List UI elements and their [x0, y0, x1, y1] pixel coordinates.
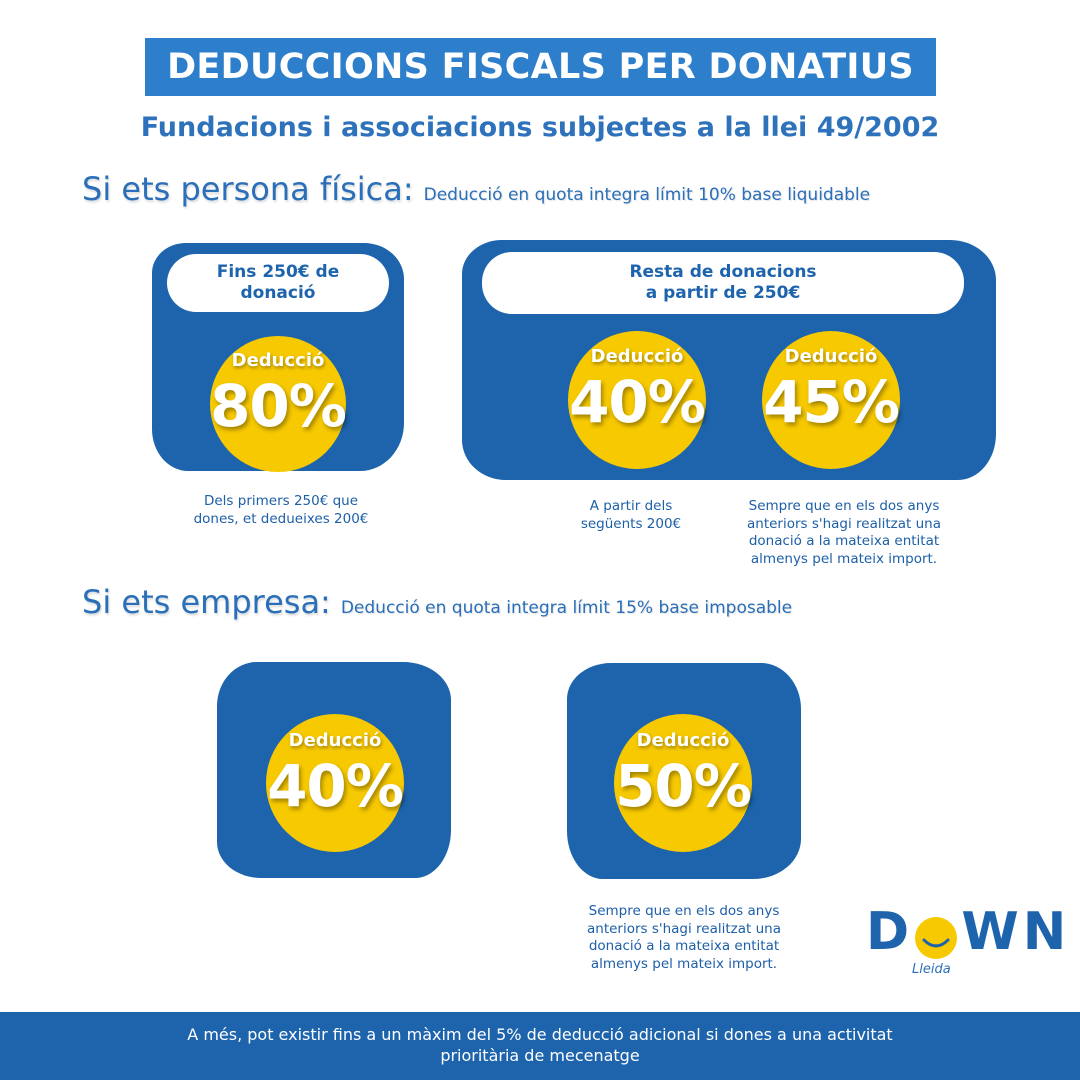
logo-letter: D: [866, 902, 914, 962]
down-lleida-logo: DOWN Lleida: [866, 902, 1066, 982]
persona-box-rest-note-b: Sempre que en els dos anys anteriors s'h…: [726, 498, 962, 568]
empresa-heading: Si ets empresa: Deducció en quota integr…: [82, 583, 792, 621]
note-line: A partir dels: [589, 498, 673, 514]
deduction-label: Deducció: [784, 346, 878, 367]
deduction-label: Deducció: [231, 350, 325, 371]
persona-heading: Si ets persona física: Deducció en quota…: [82, 170, 870, 208]
footer-banner: A més, pot existir fins a un màxim del 5…: [0, 1012, 1080, 1080]
logo-letter: N: [1022, 902, 1071, 962]
deduction-percent-50: 50%: [615, 752, 752, 820]
logo-letter: W: [961, 902, 1023, 962]
note-line: almenys pel mateix import.: [750, 550, 938, 567]
deduction-circle: [762, 331, 900, 469]
deduction-percent-40: 40%: [267, 752, 404, 820]
persona-heading-detail: Deducció en quota integra límit 10% base…: [423, 185, 871, 205]
note-line: Dels primers 250€ que: [203, 493, 359, 509]
pill-line: donació: [240, 283, 316, 303]
empresa-box-50-note: Sempre que en els dos anys anteriors s'h…: [566, 903, 802, 973]
deduction-circle: [614, 714, 752, 852]
deduction-circle: [210, 336, 346, 472]
deduction-circle: [266, 714, 404, 852]
pill-line: Fins 250€ de: [216, 261, 340, 282]
empresa-heading-title: Si ets empresa:: [82, 583, 331, 621]
note-line: següents 200€: [580, 515, 682, 532]
deduction-circle: [568, 331, 706, 469]
persona-heading-title: Si ets persona física:: [82, 170, 414, 208]
deduction-label: Deducció: [288, 730, 382, 751]
page-subtitle: Fundacions i associacions subjectes a la…: [140, 112, 940, 143]
logo-subtitle: Lleida: [912, 962, 951, 977]
note-line: almenys pel mateix import.: [590, 955, 778, 972]
deduction-percent-45: 45%: [763, 368, 900, 436]
empresa-heading-detail: Deducció en quota integra límit 15% base…: [340, 598, 793, 618]
pill-line: Resta de donacions: [629, 261, 817, 282]
note-line: donació a la mateixa entitat: [748, 533, 940, 550]
pill-line: a partir de 250€: [645, 283, 801, 303]
note-line: Sempre que en els dos anys: [748, 498, 940, 514]
footer-text: A més, pot existir fins a un màxim del 5…: [187, 1025, 893, 1065]
note-line: anteriors s'hagi realitzat una: [746, 515, 941, 532]
persona-box-250-note: Dels primers 250€ que dones, et dedueixe…: [176, 493, 386, 528]
persona-box-rest-header: Resta de donacions a partir de 250€: [482, 252, 964, 314]
page-title: DEDUCCIONS FISCALS PER DONATIUS: [167, 47, 914, 87]
note-line: Sempre que en els dos anys: [588, 903, 780, 919]
deduction-percent-80: 80%: [210, 372, 347, 440]
note-line: donació a la mateixa entitat: [588, 938, 780, 955]
persona-box-rest-note-a: A partir dels següents 200€: [556, 498, 706, 533]
note-line: dones, et dedueixes 200€: [193, 510, 369, 527]
deduction-percent-40: 40%: [569, 368, 706, 436]
persona-box-250-header: Fins 250€ de donació: [167, 254, 389, 312]
deduction-label: Deducció: [636, 730, 730, 751]
deduction-label: Deducció: [590, 346, 684, 367]
title-banner: DEDUCCIONS FISCALS PER DONATIUS: [145, 38, 936, 96]
logo-word: DOWN: [866, 902, 1070, 962]
smiley-icon: [915, 917, 957, 959]
note-line: anteriors s'hagi realitzat una: [586, 920, 781, 937]
